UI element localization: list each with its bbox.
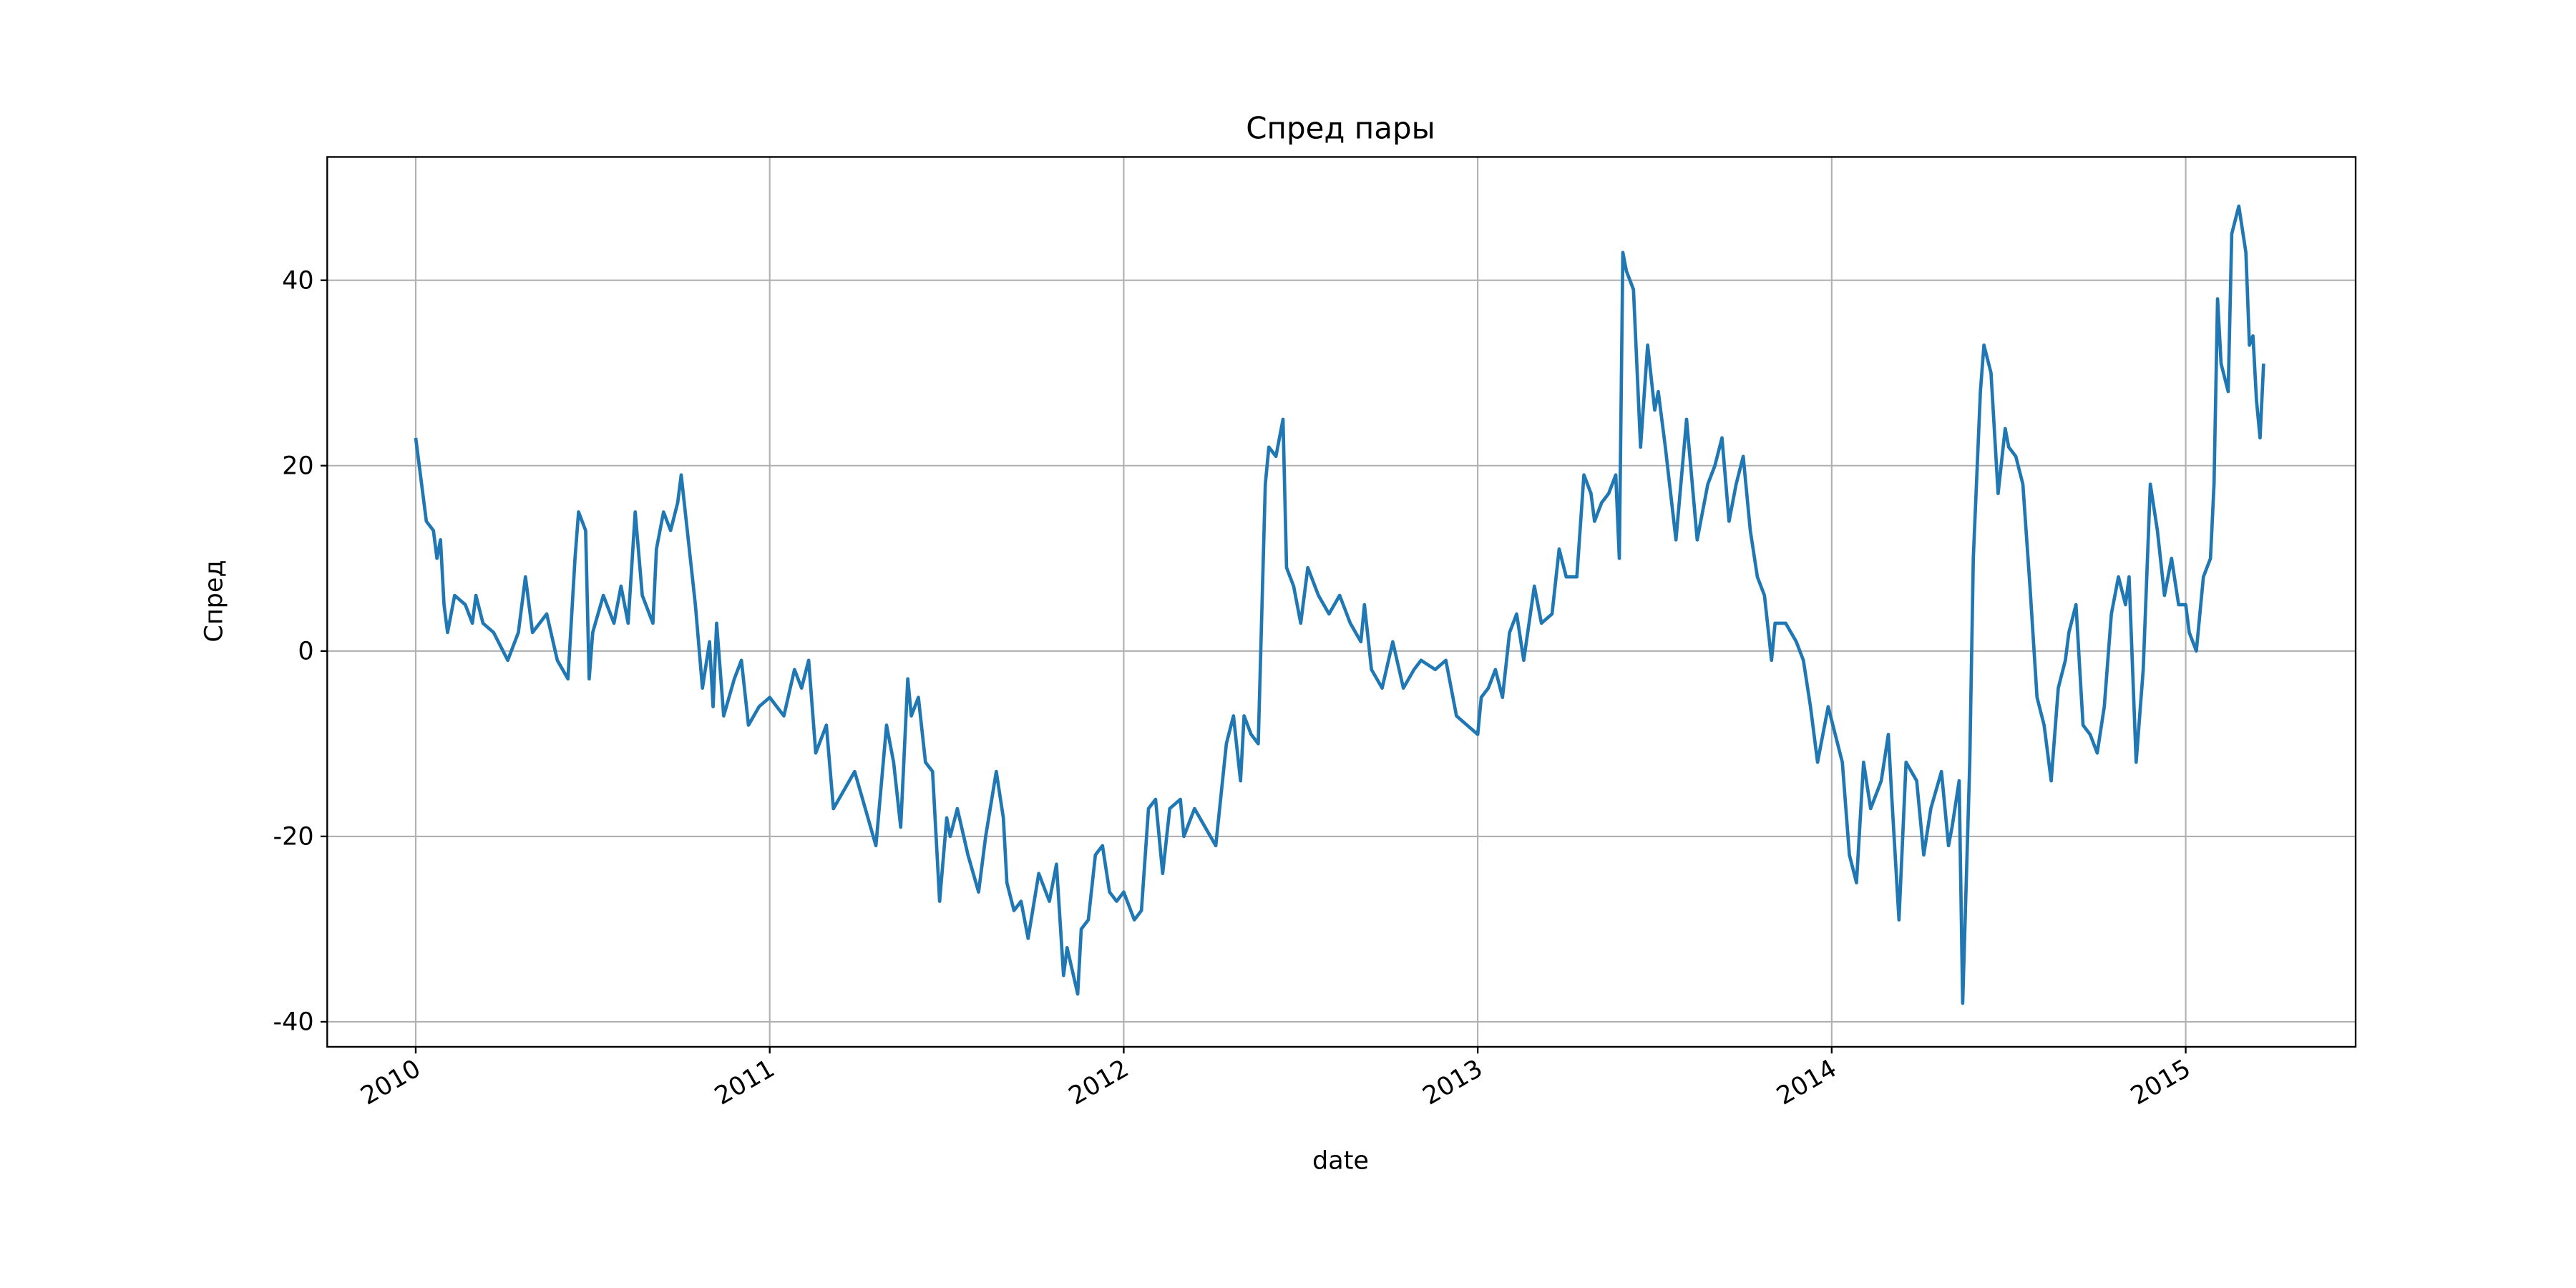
axes-frame [326,156,2357,1048]
chart-title: Спред пары [1246,111,1435,146]
y-tick-label: 20 [282,452,314,480]
grid [327,157,2356,1047]
series-line [414,204,2265,1005]
plot-area [414,204,2265,1005]
y-tick-label: 40 [282,266,314,295]
y-tick-label: 0 [298,637,313,665]
y-tick-label: -40 [273,1008,313,1037]
x-axis-label: date [1312,1146,1369,1175]
y-axis-label: Спред [200,560,228,642]
y-tick-label: -20 [273,823,313,852]
